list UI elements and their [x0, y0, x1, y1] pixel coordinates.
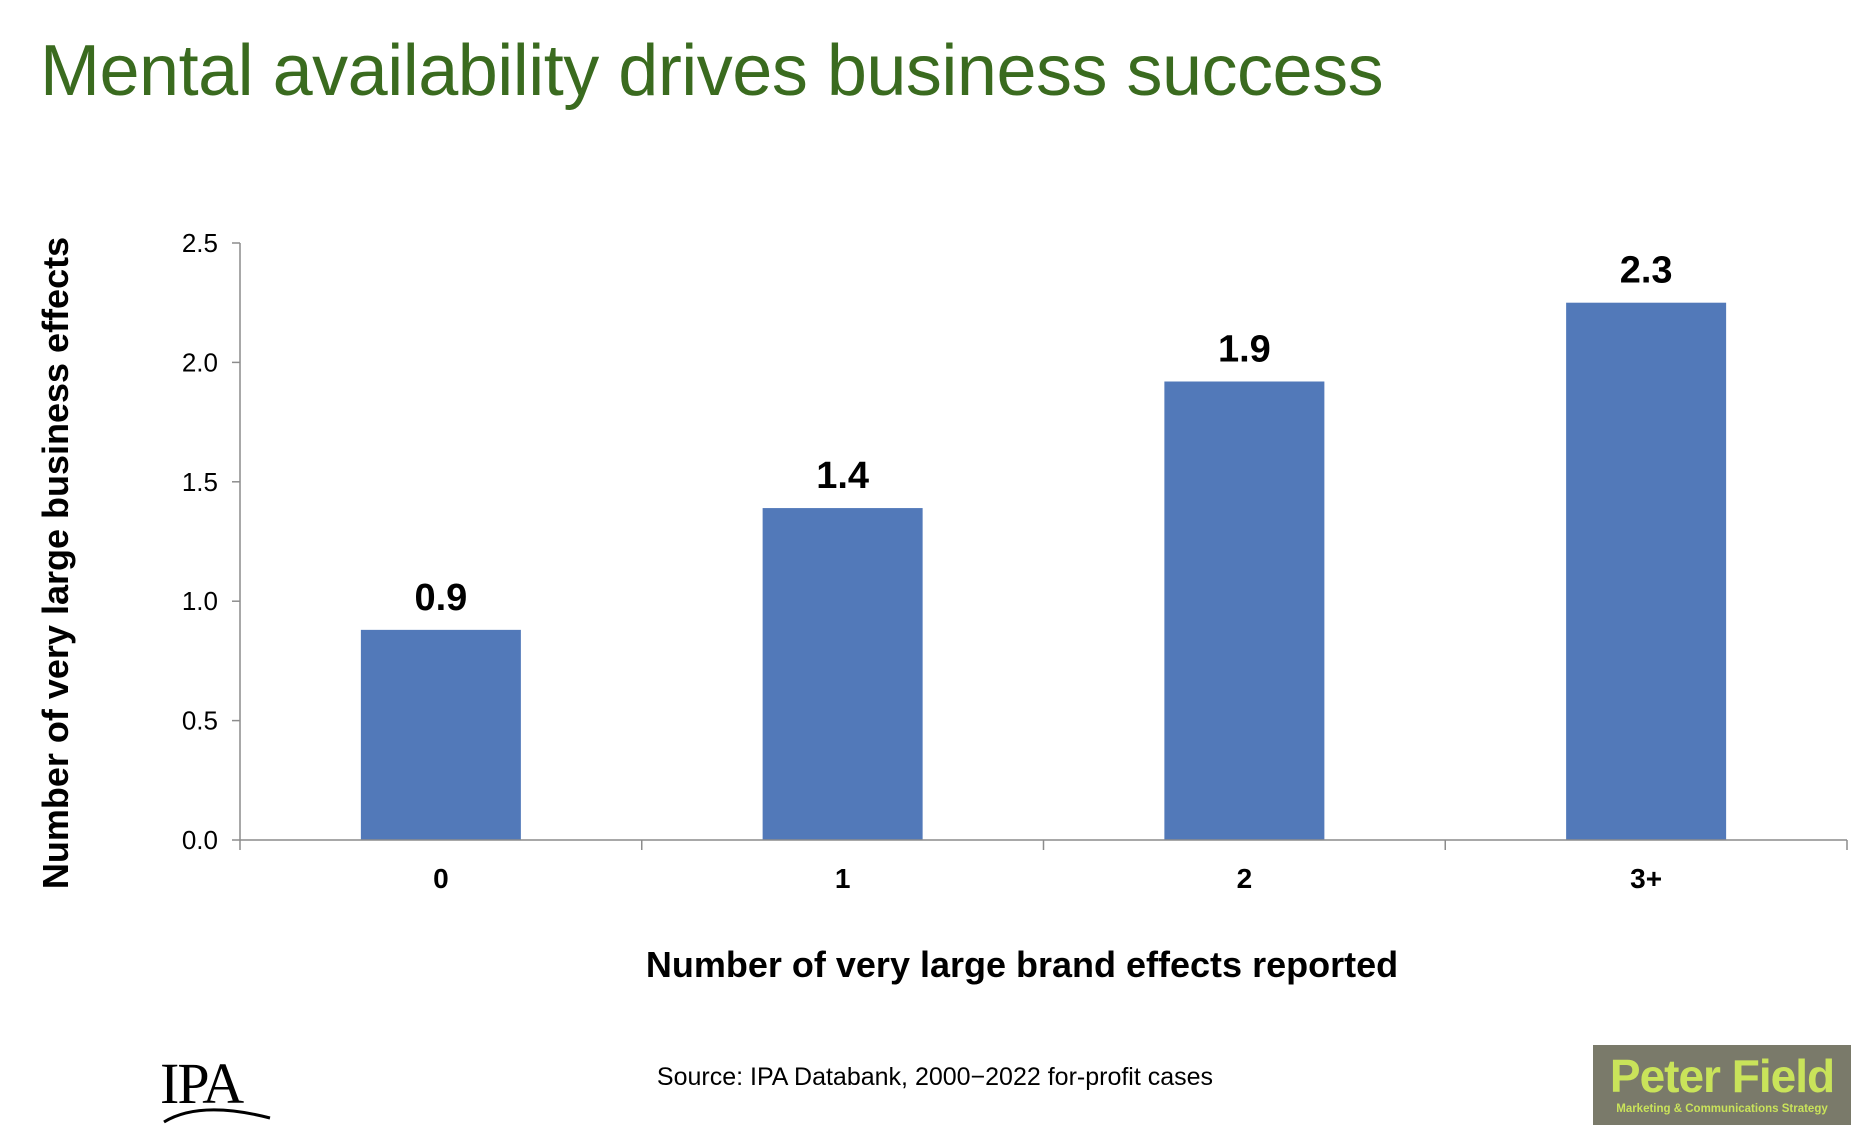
bar-1	[762, 508, 923, 840]
bar-0	[360, 629, 521, 840]
data-label: 1.4	[816, 455, 869, 497]
y-tick-label: 0.0	[182, 825, 218, 855]
data-label: 2.3	[1620, 250, 1673, 292]
x-axis-title: Number of very large brand effects repor…	[646, 944, 1398, 985]
y-tick-label: 0.5	[182, 706, 218, 736]
page-title: Mental availability drives business succ…	[40, 31, 1384, 111]
y-tick-label: 1.0	[182, 586, 218, 616]
source-note: Source: IPA Databank, 2000−2022 for-prof…	[656, 1063, 1214, 1091]
x-category-label: 3+	[1630, 863, 1662, 894]
y-axis-title: Number of very large business effects	[35, 237, 76, 889]
x-category-label: 0	[433, 863, 449, 894]
peter-field-logo: Peter Field Marketing & Communications S…	[1593, 1045, 1851, 1125]
y-tick-label: 1.5	[182, 467, 218, 497]
ipa-swoosh-icon	[163, 1108, 271, 1124]
peter-field-logo-tagline: Marketing & Communications Strategy	[1616, 1103, 1828, 1115]
ipa-logo-text: IPA	[160, 1051, 244, 1116]
data-label: 1.9	[1218, 329, 1271, 371]
y-tick-label: 2.5	[182, 228, 218, 258]
x-category-label: 2	[1237, 863, 1253, 894]
y-tick-label: 2.0	[182, 347, 218, 377]
bar-2	[1164, 381, 1325, 840]
peter-field-logo-name: Peter Field	[1609, 1050, 1835, 1102]
data-label: 0.9	[414, 577, 467, 619]
x-category-label: 1	[835, 863, 851, 894]
ipa-logo: IPA	[160, 1052, 290, 1132]
bar-3plus	[1566, 302, 1727, 840]
